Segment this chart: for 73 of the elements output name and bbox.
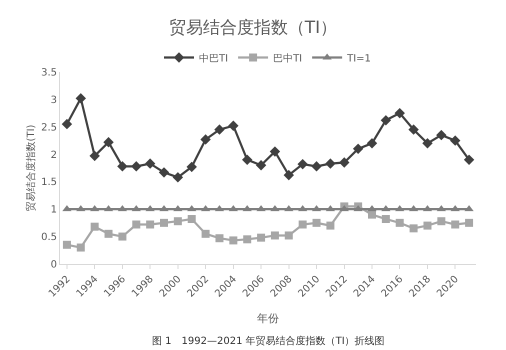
point [339, 157, 350, 168]
point [174, 217, 182, 226]
point [228, 120, 239, 131]
point [117, 161, 128, 172]
point [257, 234, 266, 242]
point [158, 167, 170, 178]
point [396, 218, 404, 227]
point [366, 138, 378, 149]
point [186, 162, 197, 172]
legend-label: 巴中TI [273, 52, 302, 64]
point [215, 234, 224, 242]
point [89, 150, 100, 162]
point [394, 108, 405, 118]
point [410, 224, 418, 232]
point [326, 222, 334, 230]
x-axis-title: 年份 [257, 312, 279, 325]
point [62, 118, 72, 130]
point [76, 93, 86, 104]
point [76, 244, 85, 252]
point [284, 170, 294, 180]
point [243, 235, 252, 244]
legend-label: 中巴TI [199, 52, 228, 64]
point [352, 144, 364, 154]
y-tick-label: 1 [50, 204, 57, 216]
point [451, 220, 460, 228]
point [188, 215, 196, 224]
point [90, 222, 99, 231]
point [160, 218, 168, 227]
point [312, 218, 321, 227]
point [146, 220, 154, 228]
point [436, 130, 447, 140]
point [172, 172, 184, 183]
point [380, 115, 392, 126]
point [382, 215, 390, 224]
y-tick-label: 2.5 [41, 122, 57, 134]
point [270, 146, 280, 157]
point [242, 154, 252, 165]
point [62, 240, 71, 249]
y-tick-label: 1.5 [41, 177, 57, 188]
point [131, 161, 142, 172]
point [118, 232, 126, 241]
chart-title: 贸易结合度指数（TI） [168, 18, 338, 38]
legend-label: TI=1 [346, 53, 371, 64]
y-axis-title: 贸易结合度指数(TI) [25, 124, 38, 212]
point [464, 154, 474, 165]
point [132, 220, 140, 228]
point [256, 160, 266, 170]
point [325, 158, 336, 169]
point [104, 230, 113, 238]
point [214, 124, 225, 135]
caption: 图 1 1992—2021 年贸易结合度指数（TI）折线图 [152, 335, 385, 347]
point [298, 220, 307, 228]
point [103, 137, 114, 148]
point [202, 230, 210, 238]
y-tick-label: 3 [50, 94, 57, 106]
point [423, 222, 432, 230]
point [368, 210, 376, 219]
point [144, 158, 156, 169]
point [465, 218, 474, 227]
y-tick-label: 0 [50, 260, 57, 270]
point [422, 138, 433, 149]
point [284, 231, 293, 240]
y-tick-label: 3.5 [41, 68, 57, 78]
point [437, 217, 446, 226]
point [229, 236, 238, 244]
y-tick-label: 2 [50, 150, 57, 161]
point [450, 135, 460, 146]
point [311, 161, 322, 172]
point [200, 134, 211, 145]
point [270, 231, 279, 240]
point [408, 124, 419, 135]
y-tick-label: 0.5 [41, 232, 57, 244]
point [297, 158, 308, 170]
